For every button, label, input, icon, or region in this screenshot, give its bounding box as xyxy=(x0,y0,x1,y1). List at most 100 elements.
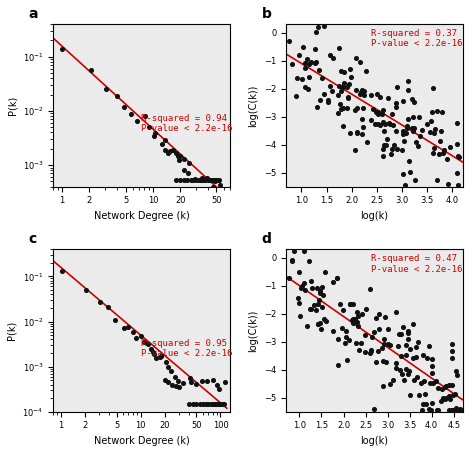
Point xyxy=(412,354,420,361)
Point xyxy=(294,294,302,302)
Point xyxy=(307,59,315,66)
Point xyxy=(211,177,219,184)
Point xyxy=(321,268,328,275)
Point xyxy=(384,325,392,332)
Point xyxy=(316,289,323,296)
Point xyxy=(382,313,389,321)
Point xyxy=(428,362,436,370)
Point xyxy=(192,380,200,387)
Point xyxy=(440,146,447,154)
X-axis label: Network Degree (k): Network Degree (k) xyxy=(93,436,189,446)
Point xyxy=(317,319,324,326)
Point xyxy=(132,334,140,342)
Point xyxy=(399,170,406,178)
Point xyxy=(368,346,375,353)
Point xyxy=(312,28,320,35)
Point xyxy=(438,398,445,405)
Point xyxy=(419,127,426,134)
Point xyxy=(161,376,169,384)
Point xyxy=(409,127,417,135)
Point xyxy=(137,333,145,340)
Point xyxy=(448,348,456,355)
Point xyxy=(301,84,309,91)
Point xyxy=(398,371,406,378)
Point xyxy=(173,150,180,157)
Point xyxy=(329,279,337,286)
Point xyxy=(399,98,407,105)
Point xyxy=(386,342,393,349)
Point xyxy=(392,127,400,135)
Point xyxy=(334,91,342,98)
Point xyxy=(185,159,193,167)
Point xyxy=(171,373,179,380)
Point xyxy=(357,339,365,347)
Point xyxy=(288,61,295,68)
Point xyxy=(392,364,399,371)
Point xyxy=(128,111,135,118)
Point xyxy=(352,340,359,347)
Point xyxy=(371,120,378,127)
Point xyxy=(362,306,369,313)
Point xyxy=(179,380,186,387)
Point xyxy=(429,149,437,157)
Point xyxy=(124,324,132,331)
Point xyxy=(147,346,155,353)
Point xyxy=(307,277,315,284)
Point xyxy=(390,121,397,128)
Y-axis label: log(C(k)): log(C(k)) xyxy=(248,309,259,352)
Point xyxy=(405,371,412,378)
Point xyxy=(402,129,410,136)
Point xyxy=(315,66,323,73)
Point xyxy=(293,74,301,82)
Point xyxy=(438,386,446,393)
Point xyxy=(120,325,128,332)
Point xyxy=(344,93,351,100)
Point xyxy=(164,379,172,386)
Point xyxy=(142,113,149,120)
Point xyxy=(314,23,322,30)
Point xyxy=(367,91,375,98)
Point xyxy=(400,131,407,138)
Point xyxy=(368,116,375,124)
Point xyxy=(421,390,429,397)
Point xyxy=(344,94,351,101)
Point xyxy=(326,51,334,58)
Point xyxy=(213,381,220,388)
Point xyxy=(405,336,412,343)
Point xyxy=(176,152,184,159)
Point xyxy=(190,177,197,184)
Point xyxy=(397,352,404,359)
Point xyxy=(216,177,223,184)
Point xyxy=(454,170,461,177)
Point xyxy=(87,67,95,74)
Point xyxy=(451,391,459,398)
Point xyxy=(324,96,331,104)
Point xyxy=(381,336,388,343)
Point xyxy=(204,177,211,184)
Point xyxy=(146,124,153,131)
Text: a: a xyxy=(28,7,38,21)
Point xyxy=(437,128,445,135)
Point xyxy=(347,73,355,80)
Point xyxy=(392,103,400,111)
Point xyxy=(376,94,383,101)
Point xyxy=(395,331,402,338)
Point xyxy=(343,105,351,112)
Point xyxy=(329,54,337,61)
Point xyxy=(402,366,410,373)
Point xyxy=(425,342,433,350)
Point xyxy=(133,118,141,125)
Point xyxy=(191,175,199,183)
X-axis label: log(k): log(k) xyxy=(360,211,388,221)
Point xyxy=(354,322,362,329)
Point xyxy=(59,267,66,275)
Point xyxy=(151,129,158,136)
Point xyxy=(150,133,157,140)
Point xyxy=(398,146,406,153)
Point xyxy=(181,167,188,174)
Point xyxy=(316,287,323,294)
Point xyxy=(374,120,382,128)
Point xyxy=(428,407,435,414)
Point xyxy=(453,407,460,414)
Point xyxy=(351,315,358,323)
